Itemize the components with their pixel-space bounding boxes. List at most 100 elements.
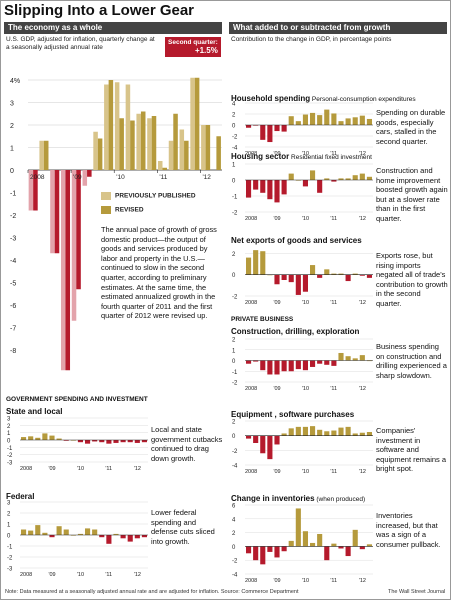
change-in-inventories-bar [331,543,337,547]
equipment-software-purchases-title-text: Equipment , software purchases [231,410,355,419]
household-spending-x-tick-label: '12 [359,151,366,157]
construction-drilling-exploration-bar [288,360,294,372]
change-in-inventories-title: Change in inventories (when produced) [231,494,365,503]
net-exports-of-goods-and-services-note: Exports rose, but rising imports negated… [376,251,448,308]
gdp-subtitle: U.S. GDP, adjusted for inflation, quarte… [6,36,155,51]
construction-drilling-exploration-bar [317,360,323,364]
construction-drilling-exploration-chart: 2 1 0 -1 -2 2008 '09 '10 '11 '12 [232,338,373,392]
construction-drilling-exploration-bar [302,360,309,371]
housing-sector-bar [324,178,330,180]
change-in-inventories-x-tick-label: '12 [359,578,366,584]
state-and-local-y-tick-label: -2 [7,453,13,459]
household-spending-x-tick-label: '11 [330,151,337,157]
household-spending-chart: 4 2 0 -2 -4 2008 '09 '10 '11 '12 [232,102,373,157]
state-and-local-bar [28,436,34,440]
household-spending-x-tick-label: 2008 [245,151,257,157]
construction-drilling-exploration-bar [274,360,280,375]
equipment-software-purchases-x-tick-label: '09 [273,469,280,475]
housing-sector-chart: 1 0 -1 -2 2008 '09 '10 '11 '12 [232,163,373,222]
household-spending-bar [260,125,266,140]
legend-swatch-revised [101,206,111,214]
equipment-software-purchases-note: Companies' investment in software and eq… [376,426,447,473]
household-spending-x-tick-label: '09 [273,151,280,157]
federal-bar [77,533,84,535]
change-in-inventories-x-tick-label: '10 [302,578,309,584]
federal-title: Federal [6,492,34,501]
household-spending-bar [345,118,351,125]
state-and-local-y-tick-label: 0 [7,439,11,445]
housing-sector-x-tick-label: '09 [273,216,280,222]
construction-drilling-exploration-bar [253,360,259,362]
net-exports-of-goods-and-services-bar [324,269,330,275]
household-spending-y-tick-label: -4 [232,146,238,152]
household-spending-bar [302,114,309,125]
right-section-header: What added to or subtracted from growth [229,22,447,34]
gdp-bar-revised [108,80,114,170]
state-and-local-note: Local and state government cutbacks cont… [151,425,223,463]
equipment-software-purchases-bar [288,428,294,436]
change-in-inventories-note: Inventories increased, but that was a si… [376,511,441,549]
gdp-bar-revised [43,140,49,170]
federal-y-tick-label: 3 [7,501,11,507]
household-spending-bar [317,115,323,125]
gdp-x-tick-label: '10 [116,174,125,181]
second-quarter-label: Second quarter: [168,39,218,46]
federal-bar [141,535,148,538]
gdp-bar-previous [201,125,206,170]
housing-sector-x-tick-label: '12 [359,216,366,222]
gdp-bar-previous [104,84,109,170]
construction-drilling-exploration-y-tick-label: 0 [232,359,236,365]
gdp-bar-previous [82,170,88,186]
equipment-software-purchases-bar [324,431,330,436]
federal-bar [99,535,105,538]
gdp-bar-previous [28,170,34,211]
housing-sector-bar [295,180,301,181]
housing-sector-bar [345,178,351,180]
housing-sector-bar [274,180,280,203]
federal-bar [127,535,133,542]
construction-drilling-exploration-bar [359,355,365,361]
household-spending-bar [288,116,294,125]
housing-sector-bar [366,176,373,180]
housing-sector-subtitle: Residential fixed investment [289,154,372,161]
change-in-inventories-subtitle: (when produced) [314,496,366,503]
net-exports-of-goods-and-services-bar [302,274,309,292]
household-spending-y-tick-label: -2 [232,135,238,141]
gdp-y-tick-label: -8 [10,348,16,355]
household-spending-y-tick-label: 2 [232,113,236,119]
net-exports-of-goods-and-services-bar [359,274,365,276]
gdp-x-tick-label: 2008 [30,174,45,181]
footer-source: The Wall Street Journal [388,589,446,595]
gdp-bar-previous [71,170,77,321]
change-in-inventories-bar [245,546,252,554]
construction-drilling-exploration-note: Business spending on construction and dr… [376,342,447,380]
housing-sector-y-tick-label: -1 [232,195,238,201]
legend-revised-label: REVISED [115,206,144,214]
equipment-software-purchases-bar [274,435,280,445]
construction-drilling-exploration-x-tick-label: 2008 [245,386,257,392]
household-spending-bar [267,125,273,143]
state-and-local-x-tick-label: '10 [77,466,84,472]
state-and-local-bar [63,440,69,441]
net-exports-of-goods-and-services-bar [317,274,323,278]
gdp-bar-revised [184,140,189,170]
change-in-inventories-bar [317,533,323,547]
gdp-x-tick-label: '09 [73,174,82,181]
equipment-software-purchases-x-tick-label: '12 [359,469,366,475]
gdp-bar-previous [93,131,98,170]
housing-sector-x-tick-label: '11 [330,216,337,222]
private-header: PRIVATE BUSINESS [231,316,294,323]
housing-sector-bar [309,170,316,180]
gdp-bar-previous [60,170,66,371]
state-and-local-bar [42,433,48,440]
footer-note: Note: Data measured at a seasonally adju… [5,589,299,595]
housing-sector-note: Construction and home improvement booste… [376,166,448,223]
state-and-local-bar [141,440,148,443]
federal-y-tick-label: 0 [7,534,11,540]
household-spending-bar [338,121,344,125]
net-exports-of-goods-and-services-y-tick-label: 2 [232,252,236,258]
housing-sector-bar [260,180,266,193]
gdp-bar-previous [50,170,55,254]
gdp-note: The annual pace of growth of gross domes… [101,225,217,321]
